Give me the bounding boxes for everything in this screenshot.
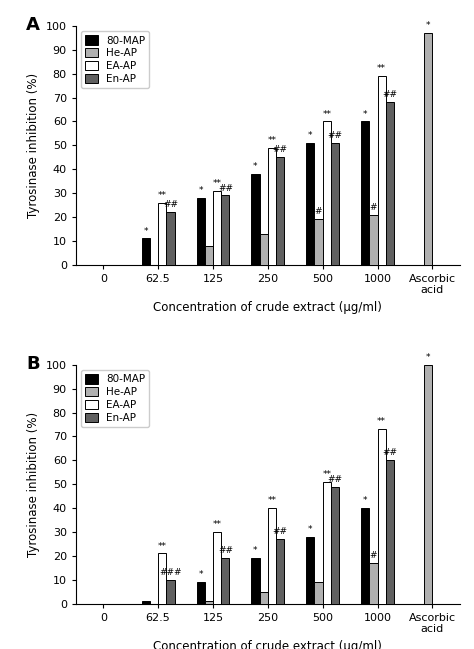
Y-axis label: Tyrosinase inhibition (%): Tyrosinase inhibition (%): [27, 73, 40, 218]
Text: *: *: [253, 162, 258, 171]
Text: **: **: [212, 520, 221, 529]
Bar: [306, 537, 314, 604]
Text: ###: ###: [159, 568, 182, 577]
Bar: [166, 580, 174, 604]
Text: *: *: [253, 546, 258, 556]
X-axis label: Concentration of crude extract (μg/ml): Concentration of crude extract (μg/ml): [154, 301, 382, 314]
Text: #: #: [370, 551, 377, 560]
Text: B: B: [26, 356, 39, 373]
Text: *: *: [199, 570, 203, 579]
Text: *: *: [308, 131, 312, 140]
Text: **: **: [158, 541, 167, 550]
Bar: [166, 212, 174, 265]
Text: *: *: [308, 525, 312, 534]
Y-axis label: Tyrosinase inhibition (%): Tyrosinase inhibition (%): [27, 411, 40, 557]
Bar: [158, 554, 166, 604]
Bar: [331, 143, 339, 265]
Text: *: *: [199, 186, 203, 195]
Bar: [197, 198, 205, 265]
X-axis label: Concentration of crude extract (μg/ml): Concentration of crude extract (μg/ml): [154, 640, 382, 649]
Text: ##: ##: [218, 546, 233, 556]
Bar: [251, 174, 260, 265]
Bar: [142, 238, 150, 265]
Bar: [369, 215, 377, 265]
Bar: [424, 365, 432, 604]
Text: ##: ##: [383, 90, 397, 99]
Bar: [386, 460, 394, 604]
Text: **: **: [158, 191, 167, 200]
Text: **: **: [322, 470, 331, 479]
Bar: [221, 558, 229, 604]
Bar: [213, 191, 221, 265]
Text: **: **: [267, 496, 276, 505]
Bar: [158, 202, 166, 265]
Bar: [213, 532, 221, 604]
Bar: [260, 234, 268, 265]
Text: *: *: [363, 496, 367, 505]
Text: ##: ##: [273, 145, 288, 154]
Bar: [386, 103, 394, 265]
Bar: [314, 582, 323, 604]
Text: *: *: [144, 227, 148, 236]
Bar: [323, 482, 331, 604]
Text: **: **: [377, 64, 386, 73]
Bar: [268, 508, 276, 604]
Text: **: **: [212, 178, 221, 188]
Bar: [142, 601, 150, 604]
Bar: [314, 219, 323, 265]
Text: ##: ##: [163, 201, 178, 209]
Bar: [276, 539, 284, 604]
Bar: [251, 558, 260, 604]
Text: **: **: [377, 417, 386, 426]
Text: A: A: [26, 16, 40, 34]
Text: #: #: [370, 202, 377, 212]
Bar: [377, 430, 386, 604]
Bar: [205, 245, 213, 265]
Text: ##: ##: [328, 131, 343, 140]
Bar: [306, 143, 314, 265]
Text: ##: ##: [273, 527, 288, 536]
Text: **: **: [322, 110, 331, 119]
Bar: [260, 592, 268, 604]
Bar: [424, 33, 432, 265]
Text: *: *: [363, 110, 367, 119]
Bar: [221, 195, 229, 265]
Bar: [361, 508, 369, 604]
Text: *: *: [426, 21, 430, 31]
Text: ##: ##: [328, 475, 343, 484]
Bar: [331, 487, 339, 604]
Text: #: #: [315, 208, 322, 216]
Bar: [369, 563, 377, 604]
Legend: 80-MAP, He-AP, EA-AP, En-AP: 80-MAP, He-AP, EA-AP, En-AP: [81, 31, 149, 88]
Text: *: *: [426, 353, 430, 362]
Text: ##: ##: [218, 184, 233, 193]
Bar: [205, 601, 213, 604]
Bar: [268, 148, 276, 265]
Text: **: **: [267, 136, 276, 145]
Legend: 80-MAP, He-AP, EA-AP, En-AP: 80-MAP, He-AP, EA-AP, En-AP: [81, 370, 149, 427]
Bar: [197, 582, 205, 604]
Bar: [276, 157, 284, 265]
Bar: [377, 76, 386, 265]
Bar: [361, 121, 369, 265]
Bar: [323, 121, 331, 265]
Text: ##: ##: [383, 448, 397, 458]
